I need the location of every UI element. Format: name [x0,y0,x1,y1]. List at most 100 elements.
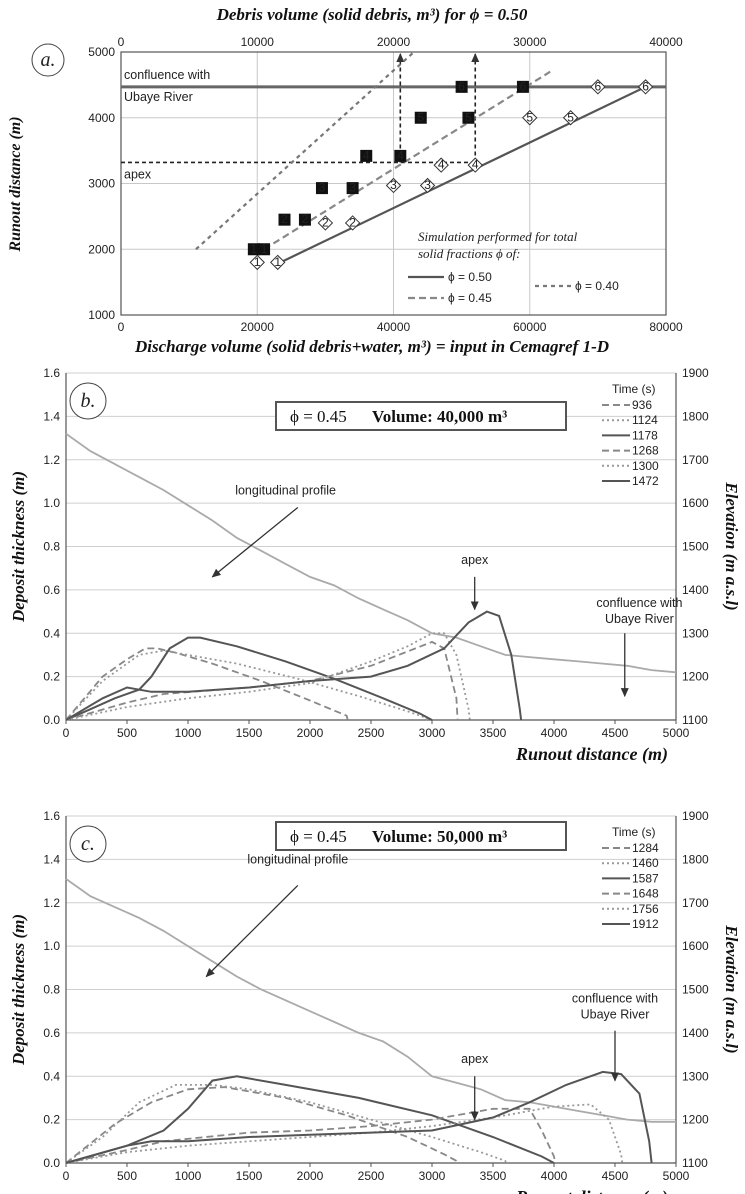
marker-label: 5 [526,110,533,124]
diamond-marker [637,79,654,95]
chart-title: Debris volume (solid debris, m³) for ϕ =… [216,5,528,24]
series-line-1268 [65,640,459,721]
x-axis-label: Discharge volume (solid debris+water, m³… [134,337,609,356]
longitudinal-profile-line [65,878,676,1123]
y2-tick-label: 1300 [682,1069,709,1083]
y-tick-label: 0.4 [43,626,60,640]
legend-entry: 1284 [632,841,659,855]
diamond-marker [419,177,436,194]
series-line-1912 [65,1070,653,1164]
x-tick-label: 4000 [541,726,568,740]
legend-entry: 1472 [632,474,659,488]
series-line-1587 [65,1075,555,1164]
legend-title: Simulation performed for total [418,229,578,244]
confluence-label: Ubaye River [124,90,193,104]
confluence-label: confluence with [124,68,210,82]
plot-frame [120,51,667,316]
y-tick-label: 3000 [88,177,115,191]
y-tick-label: 0.2 [43,670,60,684]
panel-label: c. [81,833,95,855]
legend-entry: 1124 [632,413,658,427]
x-tick-label: 2500 [358,726,385,740]
diamond-marker [467,157,483,173]
annotation-label: confluence with [572,992,658,1006]
series-line-936 [65,647,349,721]
legend-entry: 1300 [632,459,659,473]
legend-entry: ϕ = 0.50 [448,270,492,284]
y-axis-label: Runout distance (m) [7,116,24,252]
x-tick-label: 0 [63,726,70,740]
y2-axis-label: Elevation (m a.s.l) [722,481,741,610]
series-line-1648 [65,1107,557,1164]
marker-label: 4 [438,158,445,172]
x-tick-label: 500 [117,726,137,740]
x-tick-label: 80000 [649,320,683,334]
marker-label: 3 [349,181,356,195]
series-line-1460 [65,1084,508,1164]
series-line-1178 [65,636,433,721]
series-line-1472 [65,610,523,721]
marker-label: 4 [472,158,479,172]
y2-tick-label: 1400 [682,1026,709,1040]
y-tick-label: 0.8 [43,983,60,997]
square-marker [298,213,311,226]
marker-label: 6 [458,79,465,93]
annotation-label: confluence with [596,596,682,610]
series-line-1124 [65,649,428,721]
square-marker [315,182,328,195]
legend-entry: 1587 [632,871,659,885]
top-tick-label: 10000 [241,35,275,49]
y2-axis-label: Elevation (m a.s.l) [722,924,741,1053]
x-tick-label: 500 [117,1169,137,1183]
square-marker [516,80,529,93]
series-line-0 [277,85,647,265]
y-tick-label: 1.6 [43,809,60,823]
x-tick-label: 60000 [513,320,547,334]
y-tick-label: 0.6 [43,1026,60,1040]
header-box [275,401,567,431]
square-marker [394,149,407,162]
y-axis-label: Deposit thickness (m) [9,471,28,623]
annotation-label: Ubaye River [605,612,674,626]
marker-label: 4 [397,148,404,162]
marker-label: 2 [322,215,329,229]
series-line-1284 [65,1086,459,1164]
header-volume: Volume: 50,000 m³ [372,827,507,846]
y-tick-label: 4000 [88,111,115,125]
diamond-marker [344,215,361,231]
marker-label: 3 [319,181,326,195]
annotation-arrow [211,506,299,578]
y2-tick-label: 1700 [682,453,709,467]
marker-label: 5 [417,110,424,124]
marker-label: 6 [520,79,527,93]
y-tick-label: 0.8 [43,540,60,554]
y2-tick-label: 1200 [682,670,709,684]
legend-title: Time (s) [612,382,656,396]
y-tick-label: 1.2 [43,453,60,467]
top-tick-label: 30000 [513,35,547,49]
x-tick-label: 5000 [663,1169,690,1183]
panel-badge [69,825,107,863]
diamond-marker [562,110,579,126]
annotation-label: longitudinal profile [235,483,336,497]
panel-label: b. [81,390,96,412]
x-tick-label: 3000 [419,726,446,740]
y-tick-label: 0.0 [43,1156,60,1170]
panel-badge [31,43,65,77]
marker-label: 1 [254,255,261,269]
x-tick-label: 1000 [175,726,202,740]
y-tick-label: 1.2 [43,896,60,910]
top-tick-label: 0 [118,35,125,49]
square-marker [278,213,291,226]
x-tick-label: 3500 [480,726,507,740]
y2-tick-label: 1500 [682,983,709,997]
marker-label: 2 [349,215,356,229]
x-tick-label: 4000 [541,1169,568,1183]
x-tick-label: 3000 [419,1169,446,1183]
marker-label: 6 [595,79,602,93]
series-line-2 [195,51,415,251]
diamond-marker [249,254,265,271]
x-tick-label: 2000 [297,726,324,740]
